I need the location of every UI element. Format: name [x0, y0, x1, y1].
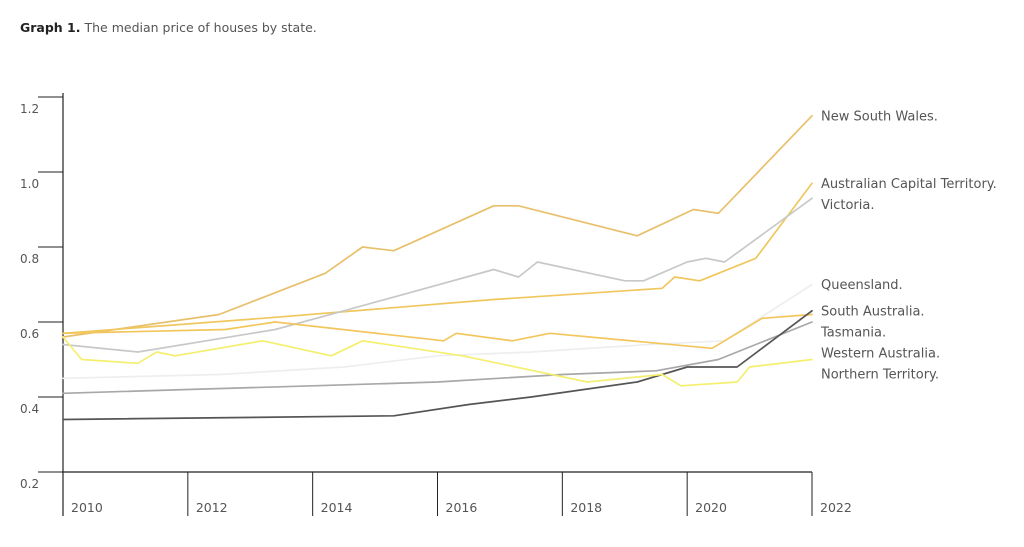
y-tick-label: 0.2	[20, 477, 39, 491]
x-tick-label: 2014	[321, 500, 353, 515]
series-line-0	[62, 114, 813, 338]
caption-text: The median price of houses by state.	[84, 20, 317, 35]
x-tick-label: 2018	[570, 500, 602, 515]
chart-caption: Graph 1. The median price of houses by s…	[20, 20, 317, 35]
x-tick-label: 2010	[71, 500, 103, 515]
series-label: Western Australia.	[821, 346, 940, 361]
y-tick-label: 1.2	[20, 102, 39, 116]
series-line-5	[62, 321, 813, 395]
caption-label: Graph 1.	[20, 20, 81, 35]
series-label: Northern Territory.	[821, 367, 939, 382]
axes: 1.2 1.0 0.8 0.6 0.4 0.2 2010 2012 2014 2016 2018 20…	[20, 93, 852, 516]
y-tick-label: 0.4	[20, 402, 39, 416]
series-line-1	[62, 182, 813, 335]
x-tick-label: 2020	[695, 500, 727, 515]
series-labels: New South Wales. Australian Capital Terri…	[820, 109, 997, 382]
y-tick-label: 1.0	[20, 177, 39, 191]
x-tick-label: 2016	[446, 500, 478, 515]
series-line-4	[62, 313, 813, 350]
series-line-3	[62, 283, 813, 380]
series-label: Tasmania.	[820, 325, 886, 340]
series-line-2	[62, 197, 813, 353]
series-label: Australian Capital Territory.	[821, 177, 997, 192]
series-label: South Australia.	[821, 304, 925, 319]
y-tick-label: 0.6	[20, 327, 39, 341]
series-line-6	[62, 309, 813, 421]
x-tick-label: 2012	[196, 500, 228, 515]
series-lines	[62, 114, 813, 421]
series-label: Queensland.	[821, 278, 903, 293]
series-label: New South Wales.	[821, 109, 938, 124]
series-label: Victoria.	[821, 198, 874, 213]
x-tick-label: 2022	[820, 500, 852, 515]
series-line-7	[62, 336, 813, 387]
y-tick-label: 0.8	[20, 252, 39, 266]
